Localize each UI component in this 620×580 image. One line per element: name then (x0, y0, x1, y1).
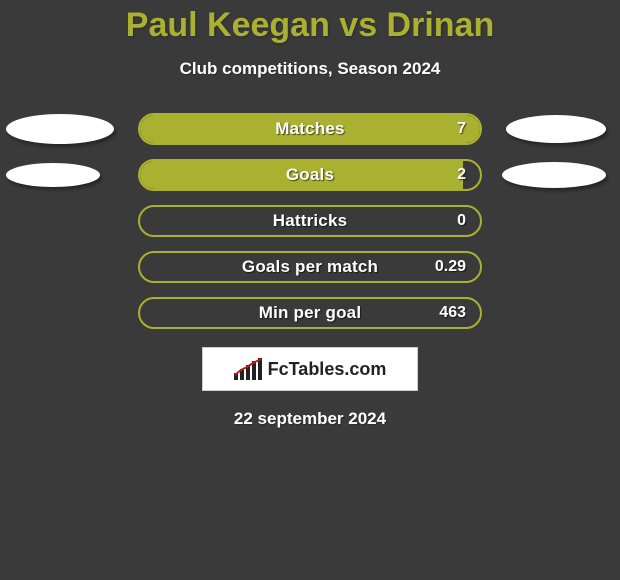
stat-row: Min per goal463 (0, 297, 620, 329)
date-label: 22 september 2024 (0, 409, 620, 429)
stat-label: Hattricks (140, 207, 480, 235)
stat-value: 0.29 (435, 253, 466, 281)
stat-value: 2 (457, 161, 466, 189)
brand-chart-icon (234, 358, 262, 380)
stat-row: Goals per match0.29 (0, 251, 620, 283)
stat-row: Matches7 (0, 113, 620, 145)
comparison-card: Paul Keegan vs Drinan Club competitions,… (0, 0, 620, 580)
stat-label: Goals per match (140, 253, 480, 281)
stat-value: 0 (457, 207, 466, 235)
stat-bar: Goals per match0.29 (138, 251, 482, 283)
left-ellipse (6, 114, 114, 144)
right-ellipse (506, 115, 606, 143)
stat-bar: Min per goal463 (138, 297, 482, 329)
stat-label: Min per goal (140, 299, 480, 327)
stat-bar: Goals2 (138, 159, 482, 191)
brand-name: FcTables.com (268, 359, 387, 380)
stat-label: Goals (140, 161, 480, 189)
subtitle: Club competitions, Season 2024 (0, 59, 620, 79)
brand-box: FcTables.com (202, 347, 418, 391)
stat-row: Goals2 (0, 159, 620, 191)
right-ellipse (502, 162, 606, 188)
stat-value: 463 (439, 299, 466, 327)
stats-rows: Matches7Goals2Hattricks0Goals per match0… (0, 113, 620, 329)
stat-bar: Matches7 (138, 113, 482, 145)
page-title: Paul Keegan vs Drinan (0, 0, 620, 45)
stat-value: 7 (457, 115, 466, 143)
stat-row: Hattricks0 (0, 205, 620, 237)
stat-bar: Hattricks0 (138, 205, 482, 237)
left-ellipse (6, 163, 100, 187)
stat-label: Matches (140, 115, 480, 143)
